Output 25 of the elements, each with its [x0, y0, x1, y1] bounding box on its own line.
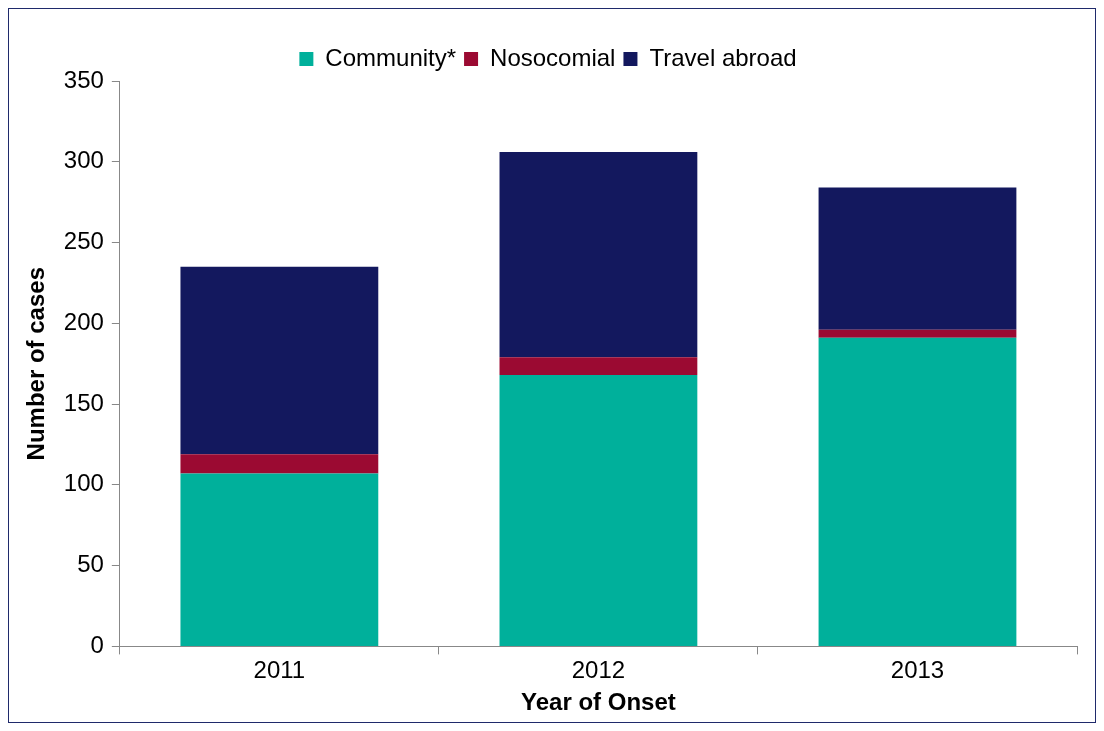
bar: [499, 375, 698, 646]
y-axis-title: Number of cases: [22, 267, 50, 461]
bar: [180, 454, 379, 474]
y-tick-label: 50: [77, 550, 104, 578]
y-tick-label: 200: [63, 307, 104, 335]
x-axis-title: Year of Onset: [521, 688, 676, 716]
y-tick-label: 300: [63, 146, 104, 174]
x-tick-label: 2013: [890, 656, 945, 684]
bar: [818, 187, 1017, 330]
legend-label: Community*: [325, 43, 457, 71]
y-tick-label: 100: [63, 469, 104, 497]
bar: [499, 357, 698, 376]
y-tick-label: 250: [63, 227, 104, 255]
bar: [499, 152, 698, 358]
x-tick-label: 2012: [571, 656, 626, 684]
y-tick-label: 150: [63, 388, 104, 416]
bar: [818, 337, 1017, 646]
x-tick-label: 2011: [253, 656, 306, 684]
bar: [818, 329, 1017, 338]
legend-label: Travel abroad: [649, 43, 797, 71]
y-tick-label: 0: [90, 631, 104, 659]
y-tick-label: 350: [63, 65, 104, 93]
legend-label: Nosocomial: [490, 43, 616, 71]
bar: [180, 266, 379, 455]
bar: [180, 473, 379, 646]
